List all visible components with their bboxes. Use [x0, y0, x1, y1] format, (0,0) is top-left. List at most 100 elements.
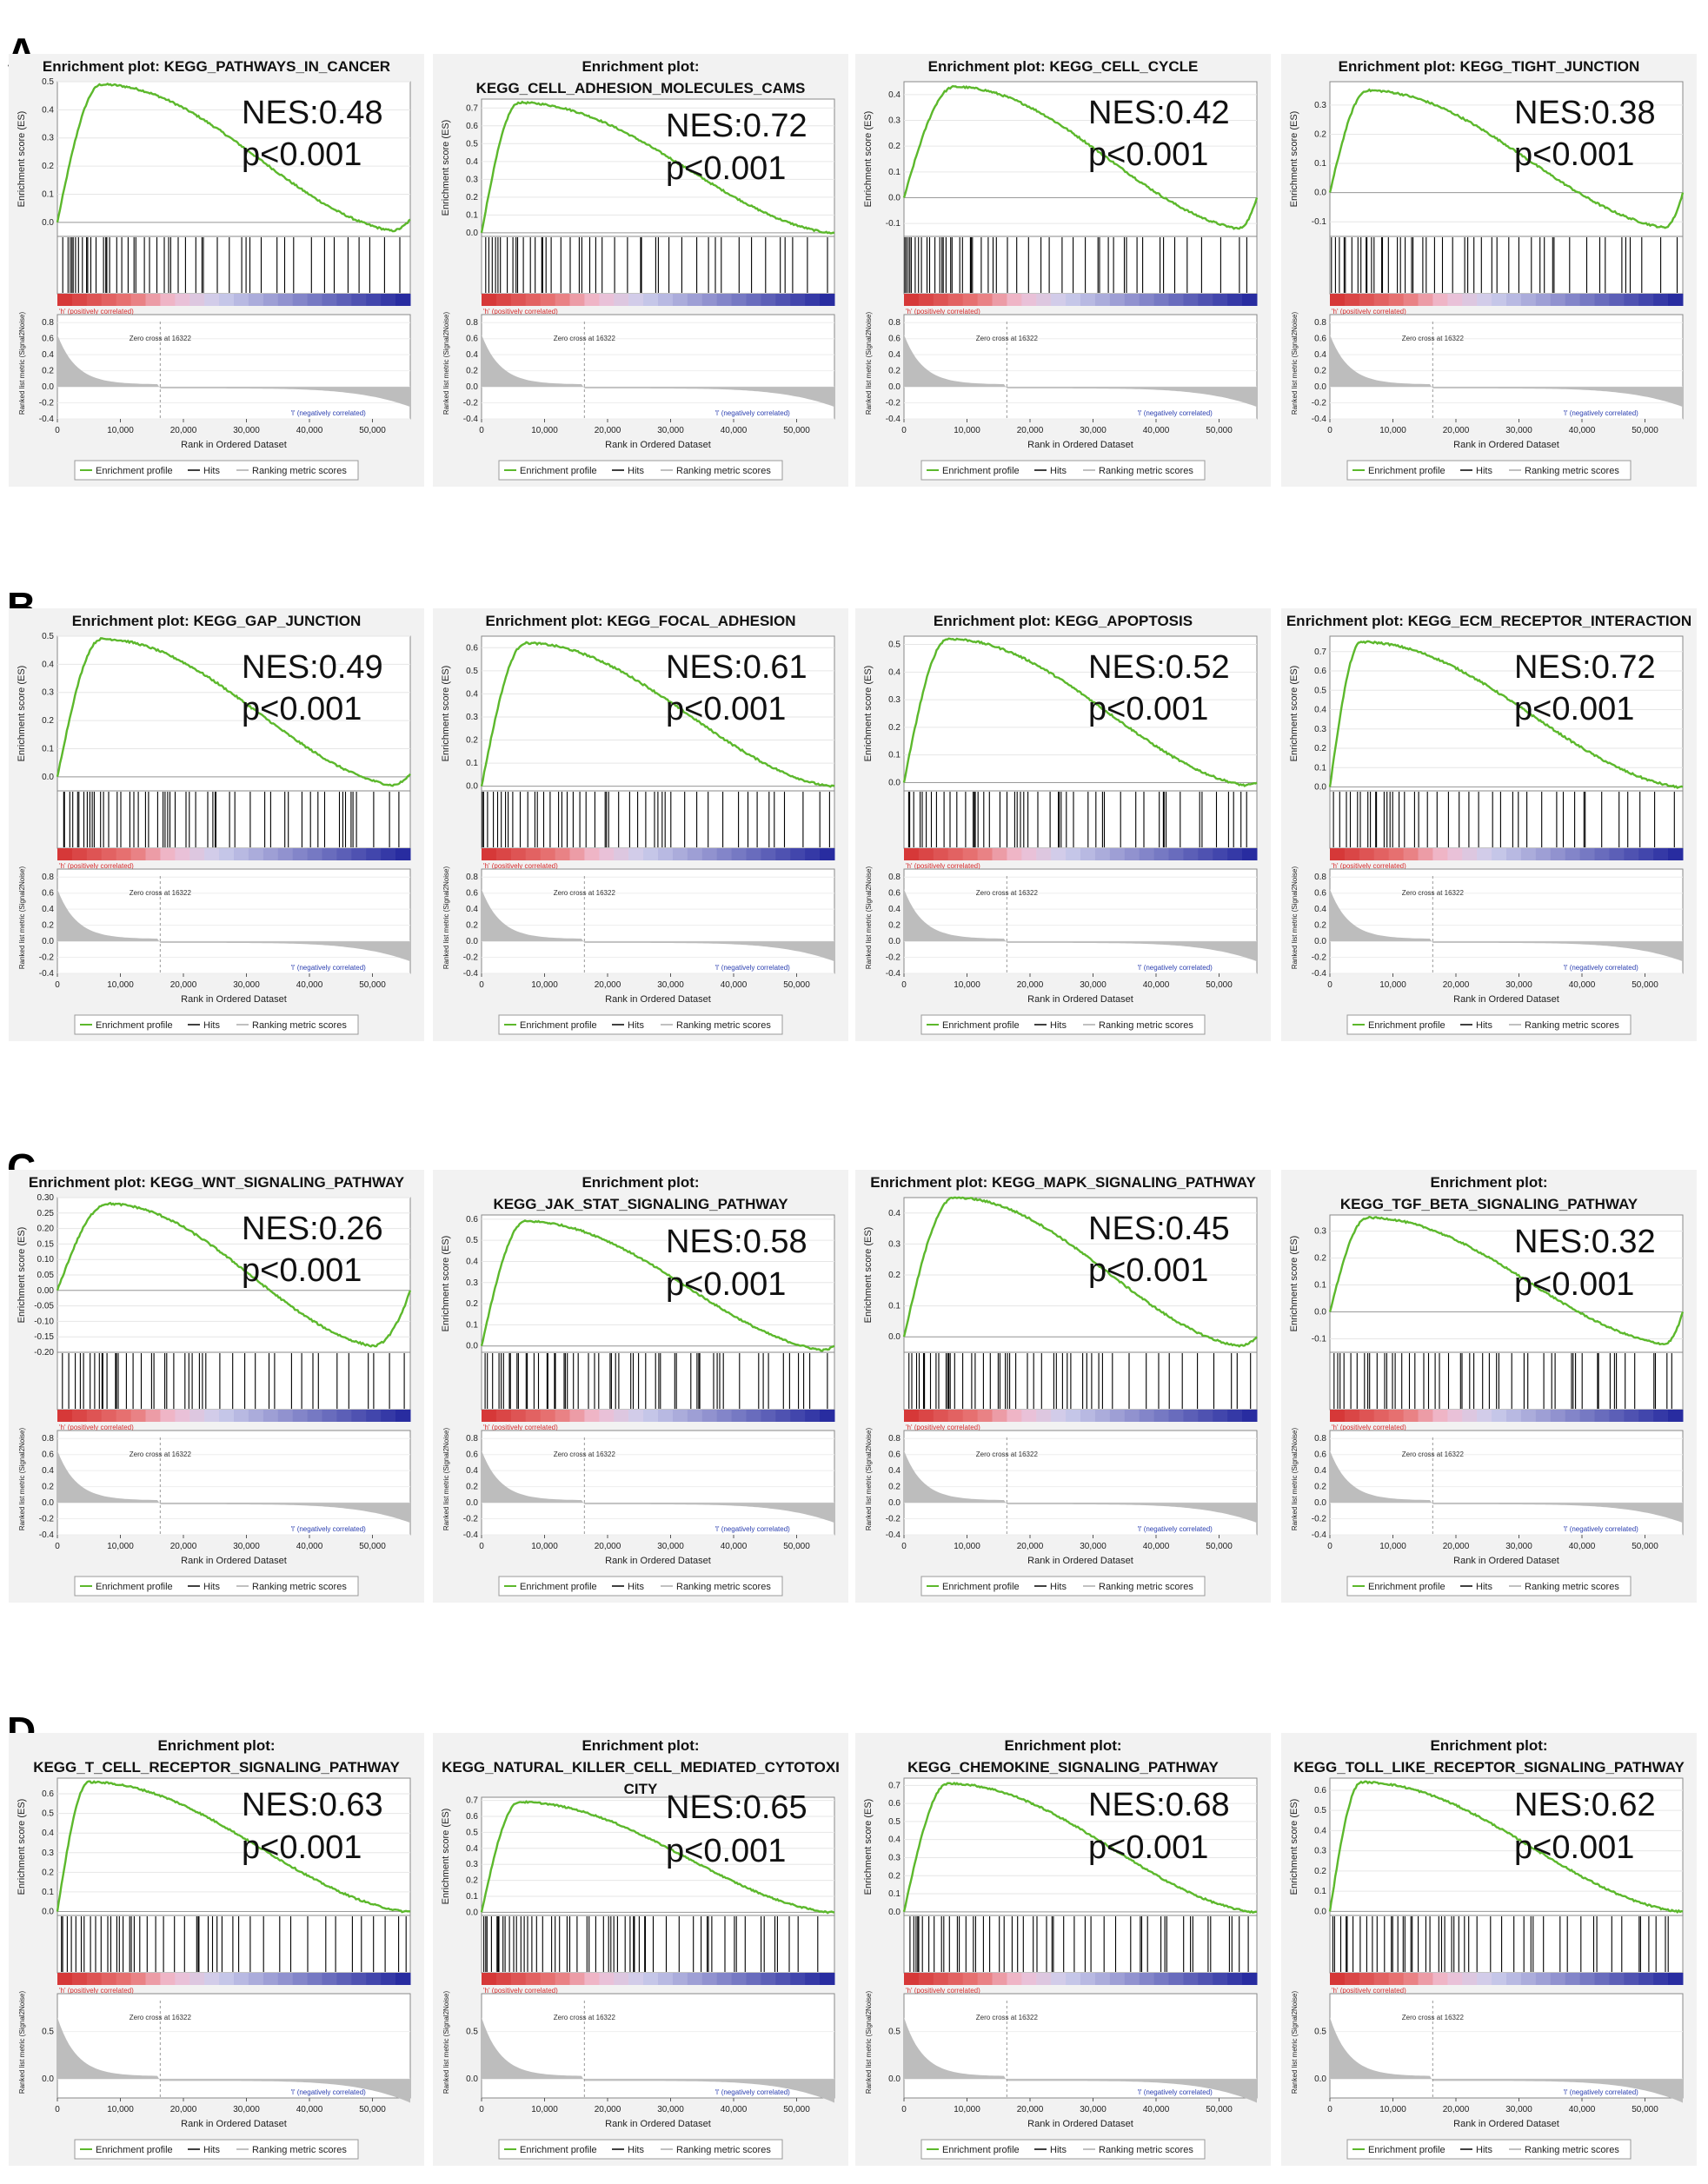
rank-color-segment [540, 848, 556, 860]
rank-color-segment [1477, 848, 1492, 860]
metric-tick-label: 0.2 [42, 1483, 54, 1492]
rank-color-segment [658, 1410, 674, 1422]
rank-color-segment [1359, 848, 1375, 860]
rank-color-segment [790, 1410, 806, 1422]
es-plot-area [903, 635, 1258, 792]
x-tick-label: 30,000 [657, 2105, 684, 2114]
legend-metric-label: Ranking metric scores [1525, 1020, 1619, 1031]
hits-lines [907, 792, 1247, 847]
metric-tick-label: -0.4 [463, 415, 479, 424]
legend-hits-label: Hits [1476, 466, 1492, 476]
es-plot-area [56, 81, 411, 237]
es-axis-label: Enrichment score (ES) [863, 1799, 874, 1895]
metric-axis-label: Ranked list metric (Signal2Noise) [865, 1991, 873, 2094]
rank-color-segment [1418, 848, 1433, 860]
es-tick-label: 0.2 [42, 716, 54, 726]
rank-color-segment [569, 848, 585, 860]
rank-color-segment [525, 848, 542, 860]
rank-color-segment [101, 848, 117, 860]
enrichment-profile-line [1328, 1780, 1684, 1915]
metric-tick-label: 0.5 [42, 2028, 54, 2037]
metric-tick-label: 0.6 [888, 1450, 901, 1460]
rank-color-segment [175, 1973, 190, 1985]
es-tick-label: 0.1 [888, 1889, 901, 1899]
rank-color-segment [731, 1410, 747, 1422]
es-plot-area [903, 81, 1258, 237]
ranking-metric-area [482, 335, 834, 408]
rank-color-segment [1227, 848, 1243, 860]
rank-color-segment [1653, 848, 1669, 860]
es-tick-label: 0.4 [888, 1835, 901, 1845]
es-axis-label: Enrichment score (ES) [441, 1236, 451, 1332]
legend-box [920, 1014, 1206, 1035]
x-tick-label: 10,000 [1379, 2105, 1406, 2114]
metric-axis-label: Ranked list metric (Signal2Noise) [1291, 1991, 1299, 2094]
x-tick-label: 10,000 [107, 1542, 134, 1551]
rank-color-segment [1462, 848, 1478, 860]
metric-tick-label: 0.6 [888, 335, 901, 344]
es-tick-label: 0.2 [42, 162, 54, 171]
es-tick-label: 0.0 [466, 1908, 478, 1917]
rank-color-segment [307, 1973, 322, 1985]
es-tick-label: 0.0 [1314, 1308, 1326, 1318]
rank-color-segment [189, 848, 205, 860]
gsea-plot: Enrichment plot: KEGG_GAP_JUNCTION 0.5 0.4… [9, 608, 424, 1041]
rank-color-segment [101, 294, 117, 306]
rank-color-segment [1198, 1973, 1213, 1985]
rank-color-segment [1227, 294, 1243, 306]
rank-color-segment [775, 848, 791, 860]
rank-color-segment [1432, 1410, 1448, 1422]
es-tick-label: 0.0 [466, 782, 478, 792]
rank-color-segment [351, 1410, 367, 1422]
legend-hits-label: Hits [203, 1582, 220, 1592]
x-tick-label: 30,000 [1505, 426, 1532, 435]
rank-color-segment [322, 848, 337, 860]
es-tick-label: 0.4 [1314, 1826, 1326, 1835]
positive-correlated-label: 'h' (positively correlated) [59, 1424, 134, 1431]
rank-color-segment [1124, 294, 1140, 306]
x-tick-label: 50,000 [783, 426, 810, 435]
metric-axis-label: Ranked list metric (Signal2Noise) [442, 1991, 450, 2094]
x-tick-label: 50,000 [783, 2105, 810, 2114]
rank-color-segment [116, 1410, 132, 1422]
es-tick-label: 0.1 [42, 744, 54, 753]
rank-color-segment [71, 848, 88, 860]
enrichment-profile-line [480, 1800, 834, 1915]
es-tick-label: 0.3 [466, 1278, 478, 1288]
metric-tick-label: 0.0 [1314, 1498, 1326, 1508]
nes-label: NES:0.58 [666, 1224, 807, 1260]
negative-correlated-label: 'l' (negatively correlated) [1564, 964, 1639, 972]
rank-color-segment [351, 1973, 367, 1985]
metric-tick-label: 0.5 [888, 2028, 901, 2037]
zero-cross-label: Zero cross at 16322 [976, 2014, 1039, 2021]
es-tick-label: 0.0 [466, 1342, 478, 1351]
metric-tick-label: 0.8 [466, 1434, 478, 1444]
x-tick-label: 20,000 [170, 426, 197, 435]
rank-color-segment [175, 1410, 190, 1422]
es-tick-label: 0.0 [1314, 783, 1326, 793]
rank-color-segment [775, 294, 791, 306]
es-tick-label: 0.6 [888, 1799, 901, 1809]
rank-color-segment [204, 294, 220, 306]
plot-title: KEGG_TGF_BETA_SIGNALING_PATHWAY [1340, 1196, 1638, 1212]
rank-color-segment [947, 294, 964, 306]
rank-color-segment [716, 1410, 733, 1422]
rank-color-segment [701, 1973, 718, 1985]
rank-color-segment [101, 1973, 117, 1985]
metric-tick-label: 0.2 [42, 921, 54, 931]
plot-title: Enrichment plot: KEGG_GAP_JUNCTION [72, 613, 361, 629]
x-tick-label: 20,000 [170, 980, 197, 990]
rank-color-segment [614, 848, 629, 860]
rank-color-segment [569, 294, 585, 306]
x-tick-label: 30,000 [1505, 980, 1532, 990]
positive-correlated-label: 'h' (positively correlated) [906, 862, 980, 870]
metric-tick-label: -0.2 [39, 953, 55, 963]
rank-color-segment [160, 294, 176, 306]
rank-color-segment [1579, 848, 1595, 860]
rank-color-segment [71, 1410, 88, 1422]
es-tick-label: 0.1 [1314, 159, 1326, 169]
rank-color-segment [1579, 1410, 1595, 1422]
rank-color-segment [790, 294, 806, 306]
ranking-metric-area [1330, 335, 1683, 408]
es-tick-label: 0.0 [42, 1907, 54, 1916]
